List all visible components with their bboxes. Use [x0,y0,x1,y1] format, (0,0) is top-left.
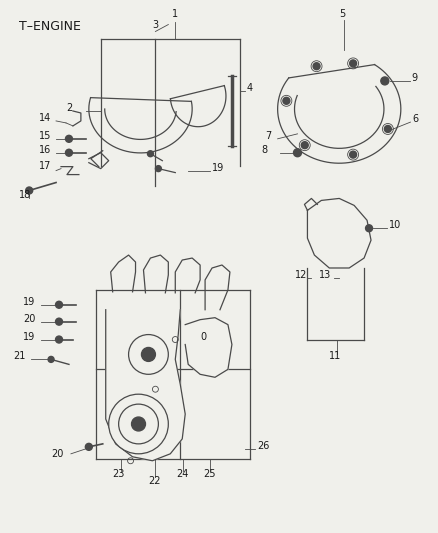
Text: 1: 1 [172,9,178,19]
Text: 7: 7 [265,131,271,141]
Circle shape [26,187,33,194]
Circle shape [56,336,63,343]
Circle shape [301,142,308,149]
Text: 14: 14 [39,113,51,123]
Text: 6: 6 [413,114,419,124]
Text: 23: 23 [113,469,125,479]
Circle shape [109,394,168,454]
Polygon shape [106,310,185,461]
Circle shape [48,357,54,362]
Circle shape [155,166,161,172]
Text: 8: 8 [262,145,268,155]
Text: 22: 22 [148,475,161,486]
Circle shape [313,63,320,70]
Text: 19: 19 [212,163,224,173]
Text: 20: 20 [51,449,64,459]
Text: 25: 25 [203,469,215,479]
Text: 24: 24 [176,469,189,479]
Circle shape [283,98,290,104]
Polygon shape [185,318,232,377]
Circle shape [366,225,373,232]
Text: 17: 17 [39,160,52,171]
Text: 19: 19 [23,332,35,342]
Text: 19: 19 [23,297,35,307]
Circle shape [65,149,72,156]
Text: 2: 2 [67,103,73,113]
Text: T–ENGINE: T–ENGINE [19,20,81,33]
Text: 12: 12 [294,270,307,280]
Circle shape [131,417,145,431]
Circle shape [85,443,92,450]
Text: 3: 3 [152,20,159,29]
Text: 21: 21 [13,351,26,361]
Circle shape [119,404,159,444]
Circle shape [350,151,357,158]
Text: 0: 0 [200,332,206,342]
Text: 13: 13 [319,270,332,280]
Circle shape [56,301,63,308]
Text: 18: 18 [19,190,32,200]
Text: 16: 16 [39,145,51,155]
Text: 10: 10 [389,220,401,230]
Circle shape [148,151,153,157]
Text: 26: 26 [257,441,269,451]
Circle shape [129,335,168,374]
Text: 15: 15 [39,131,52,141]
Text: 5: 5 [339,9,346,19]
Text: 4: 4 [247,83,253,93]
Circle shape [65,135,72,142]
Circle shape [56,318,63,325]
Text: 9: 9 [412,73,418,83]
Circle shape [293,149,301,157]
Text: 20: 20 [23,313,35,324]
Circle shape [350,60,357,67]
Circle shape [385,125,391,132]
Polygon shape [307,198,371,268]
Circle shape [141,348,155,361]
Circle shape [381,77,389,85]
Text: 11: 11 [329,351,342,361]
